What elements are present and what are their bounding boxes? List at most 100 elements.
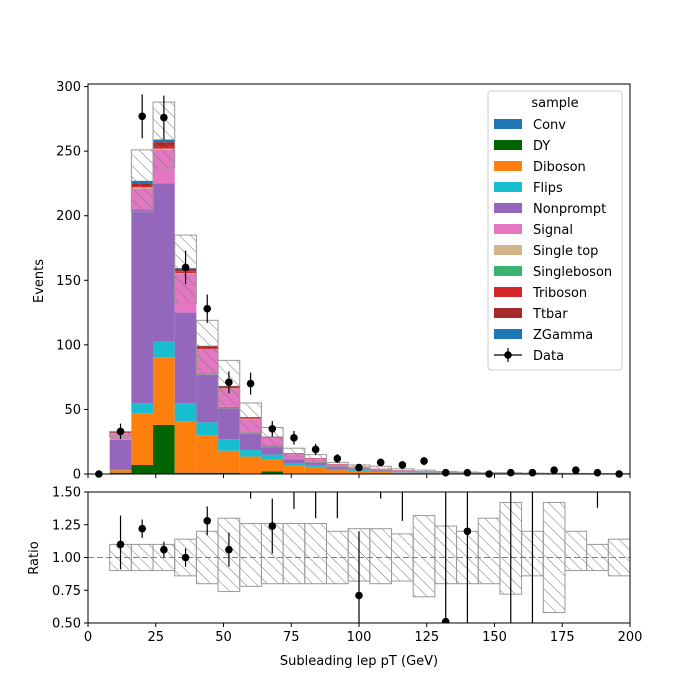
data-point-15: [420, 457, 428, 465]
y-tick-label: 50: [64, 403, 81, 418]
mc-uncertainty-bin-13: [369, 465, 393, 471]
legend-label: Singleboson: [533, 265, 612, 280]
bar-nonprompt-bin-8: [261, 445, 284, 455]
bar-flips-bin-4: [174, 402, 197, 422]
legend-data-marker: [504, 351, 512, 359]
ratio-point-2: [160, 545, 168, 554]
bar-diboson-bin-9: [283, 465, 305, 474]
mc-uncertainty-bin-2: [130, 149, 154, 213]
ratio-point-14: [441, 617, 450, 623]
ratio-uncertainty-band: [109, 501, 630, 614]
ratio-y-tick-label: 0.75: [52, 584, 81, 599]
data-point-23: [593, 468, 602, 477]
legend-frame: [487, 90, 623, 371]
bar-flips-bin-3: [153, 340, 175, 358]
stacked-bars: [109, 139, 630, 474]
data-point-17: [463, 468, 472, 477]
bar-nonprompt-bin-3: [153, 183, 175, 341]
bar-nonprompt-bin-5: [196, 373, 219, 423]
x-tick-label: 100: [347, 630, 372, 645]
data-point-7: [246, 379, 255, 388]
mc-uncertainty-bin-7: [239, 402, 262, 434]
data-point-11: [333, 454, 342, 463]
bar-dy-bin-3: [153, 424, 175, 474]
bar-flips-bin-13: [369, 471, 392, 473]
bar-nonprompt-bin-9: [283, 459, 305, 464]
bar-flips-bin-11: [326, 468, 349, 471]
data-point-8: [268, 425, 277, 433]
legend-swatch-conv: [494, 119, 522, 129]
main-x-ticks: [87, 474, 631, 478]
bar-dy-bin-6: [218, 472, 240, 474]
data-point-20: [528, 468, 537, 477]
legend-swatch-single-top: [494, 245, 522, 255]
bar-diboson-bin-6: [218, 450, 240, 473]
legend-label: Signal: [533, 223, 573, 238]
legend-swatch-nonprompt: [494, 203, 522, 213]
legend-label: Diboson: [533, 160, 586, 175]
legend: sample Conv DY Diboson Flips Nonprompt Signal…: [487, 90, 623, 371]
bar-nonprompt-bin-6: [218, 406, 240, 440]
ratio-point-1: [138, 524, 146, 533]
bar-diboson-bin-13: [369, 472, 392, 474]
x-tick-label: 125: [414, 630, 439, 645]
ratio-point-11: [355, 591, 363, 600]
data-point-10: [311, 445, 320, 454]
bar-diboson-bin-5: [196, 435, 219, 473]
bar-flips-bin-10: [304, 464, 327, 467]
main-y-axis: 0 50 100 150 200 250 300: [56, 80, 88, 483]
legend-label: Single top: [533, 244, 598, 259]
legend-label: Conv: [533, 118, 566, 133]
data-point-16: [441, 468, 450, 477]
bar-diboson-bin-15: [413, 472, 435, 474]
legend-title: sample: [531, 96, 578, 111]
bar-nonprompt-bin-2: [131, 209, 154, 403]
bar-diboson-bin-10: [304, 466, 327, 474]
legend-swatch-singleboson: [494, 266, 522, 276]
ratio-band-bin-15: [412, 515, 436, 598]
y-tick-label: 100: [56, 338, 81, 353]
legend-label: Nonprompt: [533, 202, 606, 217]
bar-nonprompt-bin-1: [109, 439, 132, 470]
ratio-band-bin-13: [369, 528, 393, 585]
data-point-3: [160, 113, 168, 122]
ratio-x-axis: 0 25 50 75 100 125 150 175 200: [84, 623, 643, 645]
bar-flips-bin-9: [283, 463, 305, 466]
bar-flips-bin-5: [196, 422, 219, 436]
data-point-6: [225, 378, 233, 387]
bar-flips-bin-6: [218, 439, 240, 451]
ratio-point-7: [268, 522, 277, 530]
legend-swatch-dy: [494, 140, 522, 150]
bar-dy-bin-1: [109, 472, 132, 474]
bar-diboson-bin-3: [153, 357, 175, 425]
x-tick-label: 150: [482, 630, 507, 645]
legend-label: DY: [533, 139, 550, 154]
bar-flips-bin-8: [261, 454, 284, 460]
bar-nonprompt-bin-11: [326, 466, 349, 469]
data-point-5: [203, 304, 212, 313]
x-axis-label: Subleading lep pT (GeV): [280, 654, 438, 669]
bar-diboson-bin-7: [239, 456, 262, 474]
legend-swatch-triboson: [494, 287, 522, 297]
bar-diboson-bin-11: [326, 470, 349, 474]
ratio-band-bin-22: [564, 530, 588, 572]
y-tick-label: 300: [56, 80, 81, 95]
ratio-y-axis-label: Ratio: [27, 541, 42, 574]
mc-uncertainty-bin-5: [195, 319, 219, 376]
mc-uncertainty-bin-14: [391, 468, 414, 472]
data-point-21: [550, 466, 558, 474]
legend-swatch-signal: [494, 224, 522, 234]
data-point-12: [355, 463, 363, 472]
data-point-14: [398, 461, 407, 469]
legend-swatch-flips: [494, 182, 522, 192]
bar-flips-bin-2: [131, 402, 154, 414]
x-tick-label: 50: [215, 630, 232, 645]
ratio-point-15: [463, 527, 472, 536]
legend-label: Triboson: [532, 286, 587, 301]
legend-label: ZGamma: [533, 328, 593, 343]
ratio-band-bin-9: [282, 522, 306, 585]
legend-items: Conv DY Diboson Flips Nonprompt Signal Single …: [494, 118, 612, 364]
x-tick-label: 200: [618, 630, 643, 645]
legend-label: Flips: [533, 181, 563, 196]
